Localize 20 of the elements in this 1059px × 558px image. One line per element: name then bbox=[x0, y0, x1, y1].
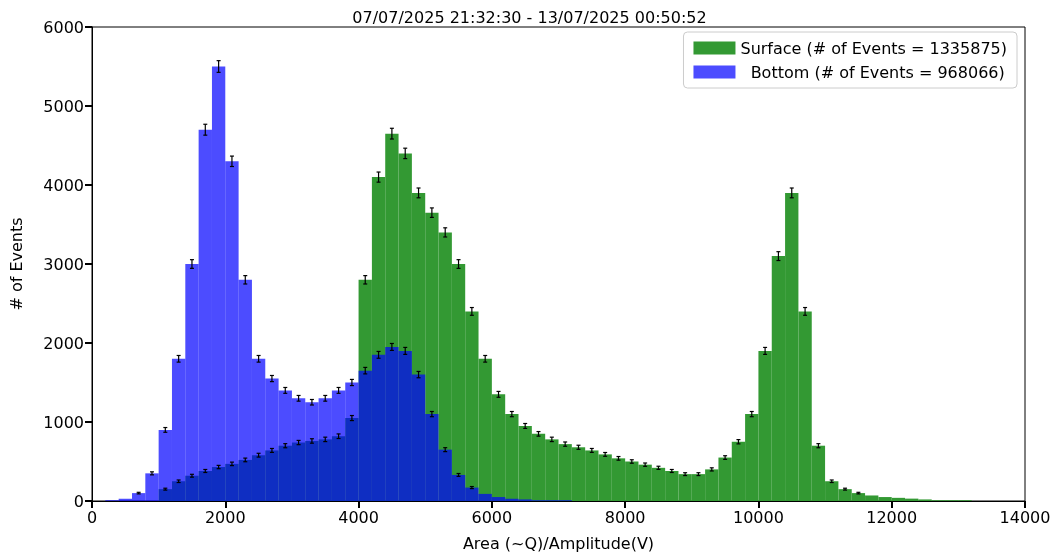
x-tick-label: 12000 bbox=[866, 507, 918, 527]
x-tick-label: 4000 bbox=[338, 507, 379, 527]
legend-label: Bottom (# of Events = 968066) bbox=[740, 62, 1005, 82]
x-tick-label: 14000 bbox=[999, 507, 1051, 527]
chart-title: 07/07/2025 21:32:30 - 13/07/2025 00:50:52 bbox=[352, 7, 707, 27]
x-tick-label: 8000 bbox=[604, 507, 646, 527]
y-tick-label: 1000 bbox=[43, 412, 84, 432]
x-tick-label: 0 bbox=[86, 507, 98, 527]
legend-label: Surface (# of Events = 1335875) bbox=[740, 38, 1007, 58]
y-tick-label: 2000 bbox=[43, 333, 84, 353]
y-axis-title: # of Events bbox=[6, 217, 26, 311]
y-tick-label: 3000 bbox=[43, 254, 84, 274]
x-tick-label: 6000 bbox=[471, 507, 513, 527]
y-tick-label: 5000 bbox=[43, 96, 84, 116]
y-tick-label: 4000 bbox=[43, 175, 84, 195]
x-axis-title: Area (~Q)/Amplitude(V) bbox=[462, 533, 655, 553]
y-tick-label: 0 bbox=[73, 491, 84, 511]
x-tick-label: 10000 bbox=[732, 507, 784, 527]
y-tick-label: 6000 bbox=[43, 17, 84, 37]
x-tick-label: 2000 bbox=[204, 507, 246, 527]
